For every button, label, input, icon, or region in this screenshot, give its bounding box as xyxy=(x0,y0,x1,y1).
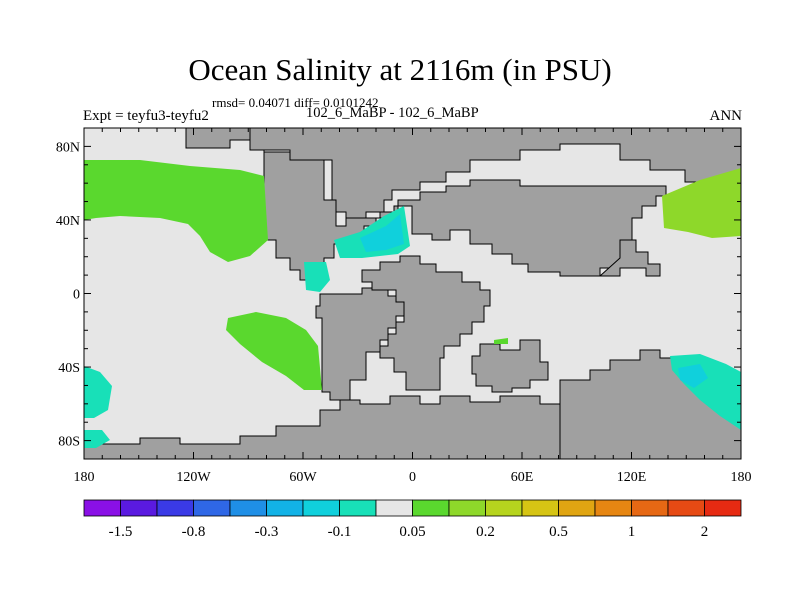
colorbar-swatch xyxy=(156,499,194,517)
lat-label: 40S xyxy=(58,361,80,376)
longitude-labels: 180 120W 60W 0 60E 120E 180 xyxy=(74,470,752,485)
colorbar-label: -0.8 xyxy=(182,524,206,540)
colorbar-swatch xyxy=(302,499,340,517)
season-label: ANN xyxy=(709,108,743,124)
colorbar-swatch xyxy=(704,499,742,517)
colorbar-label: -0.1 xyxy=(328,524,352,540)
land-north xyxy=(249,128,741,223)
colorbar-swatch xyxy=(375,499,413,517)
colorbar-swatch xyxy=(667,499,705,517)
map-field xyxy=(84,128,741,459)
lon-label: 60W xyxy=(289,470,317,485)
positive-anomaly-small-africa xyxy=(494,338,508,344)
lon-label: 180 xyxy=(731,470,752,485)
land-greenland xyxy=(185,128,251,149)
map-title: Ocean Salinity at 2116m (in PSU) xyxy=(188,52,612,87)
colorbar-label: -0.3 xyxy=(255,524,279,540)
colorbar-swatch xyxy=(594,499,632,517)
latitude-labels: 80N 40N 0 40S 80S xyxy=(56,140,80,449)
colorbar-swatch xyxy=(485,499,523,517)
colorbar-label: 1 xyxy=(628,524,636,540)
lon-label: 120E xyxy=(617,470,647,485)
land-india xyxy=(471,339,549,393)
colorbar-label: 2 xyxy=(701,524,709,540)
lon-label: 180 xyxy=(74,470,95,485)
colorbar-label: 0.2 xyxy=(476,524,495,540)
land-antarctica xyxy=(84,395,561,459)
colorbar-swatch xyxy=(83,499,121,517)
colorbar-label: 0.5 xyxy=(549,524,568,540)
colorbar-swatch xyxy=(558,499,596,517)
negative-anomaly-west-africa xyxy=(304,262,330,292)
lat-label: 0 xyxy=(73,288,80,303)
colorbar-label: -1.5 xyxy=(109,524,133,540)
lat-label: 80S xyxy=(58,435,80,450)
lat-label: 80N xyxy=(56,140,80,155)
experiment-label: Expt = teyfu3-teyfu2 xyxy=(83,108,209,124)
negative-anomaly-southwest-tip xyxy=(84,430,110,448)
colorbar: -1.5 -0.8 -0.3 -0.1 0.05 0.2 0.5 1 2 xyxy=(83,499,742,540)
colorbar-swatch xyxy=(412,499,450,517)
positive-anomaly-north-pacific xyxy=(84,160,268,262)
negative-anomaly-south-east-core xyxy=(678,364,708,388)
axis-ticks xyxy=(83,127,742,460)
negative-anomaly-south-west xyxy=(84,366,112,418)
lat-label: 40N xyxy=(56,214,80,229)
colorbar-swatch xyxy=(266,499,304,517)
stats-line: rmsd= 0.04071 diff= 0.0101242 xyxy=(212,95,379,110)
positive-anomaly-east-north xyxy=(662,168,741,238)
colorbar-swatch xyxy=(339,499,377,517)
lon-label: 120W xyxy=(176,470,211,485)
colorbar-swatch xyxy=(631,499,669,517)
lon-label: 60E xyxy=(511,470,534,485)
colorbar-swatch xyxy=(521,499,559,517)
negative-anomaly-tethys-core xyxy=(360,214,404,252)
subtitle: 102_6_MaBP - 102_6_MaBP xyxy=(306,105,479,121)
colorbar-swatch xyxy=(448,499,486,517)
lon-label: 0 xyxy=(409,470,416,485)
colorbar-swatch xyxy=(193,499,231,517)
positive-anomaly-south-pacific xyxy=(226,312,322,390)
colorbar-label: 0.05 xyxy=(399,524,425,540)
colorbar-swatch xyxy=(120,499,158,517)
land-africa xyxy=(361,255,491,391)
colorbar-swatch xyxy=(229,499,267,517)
land-east-asia xyxy=(598,239,661,277)
